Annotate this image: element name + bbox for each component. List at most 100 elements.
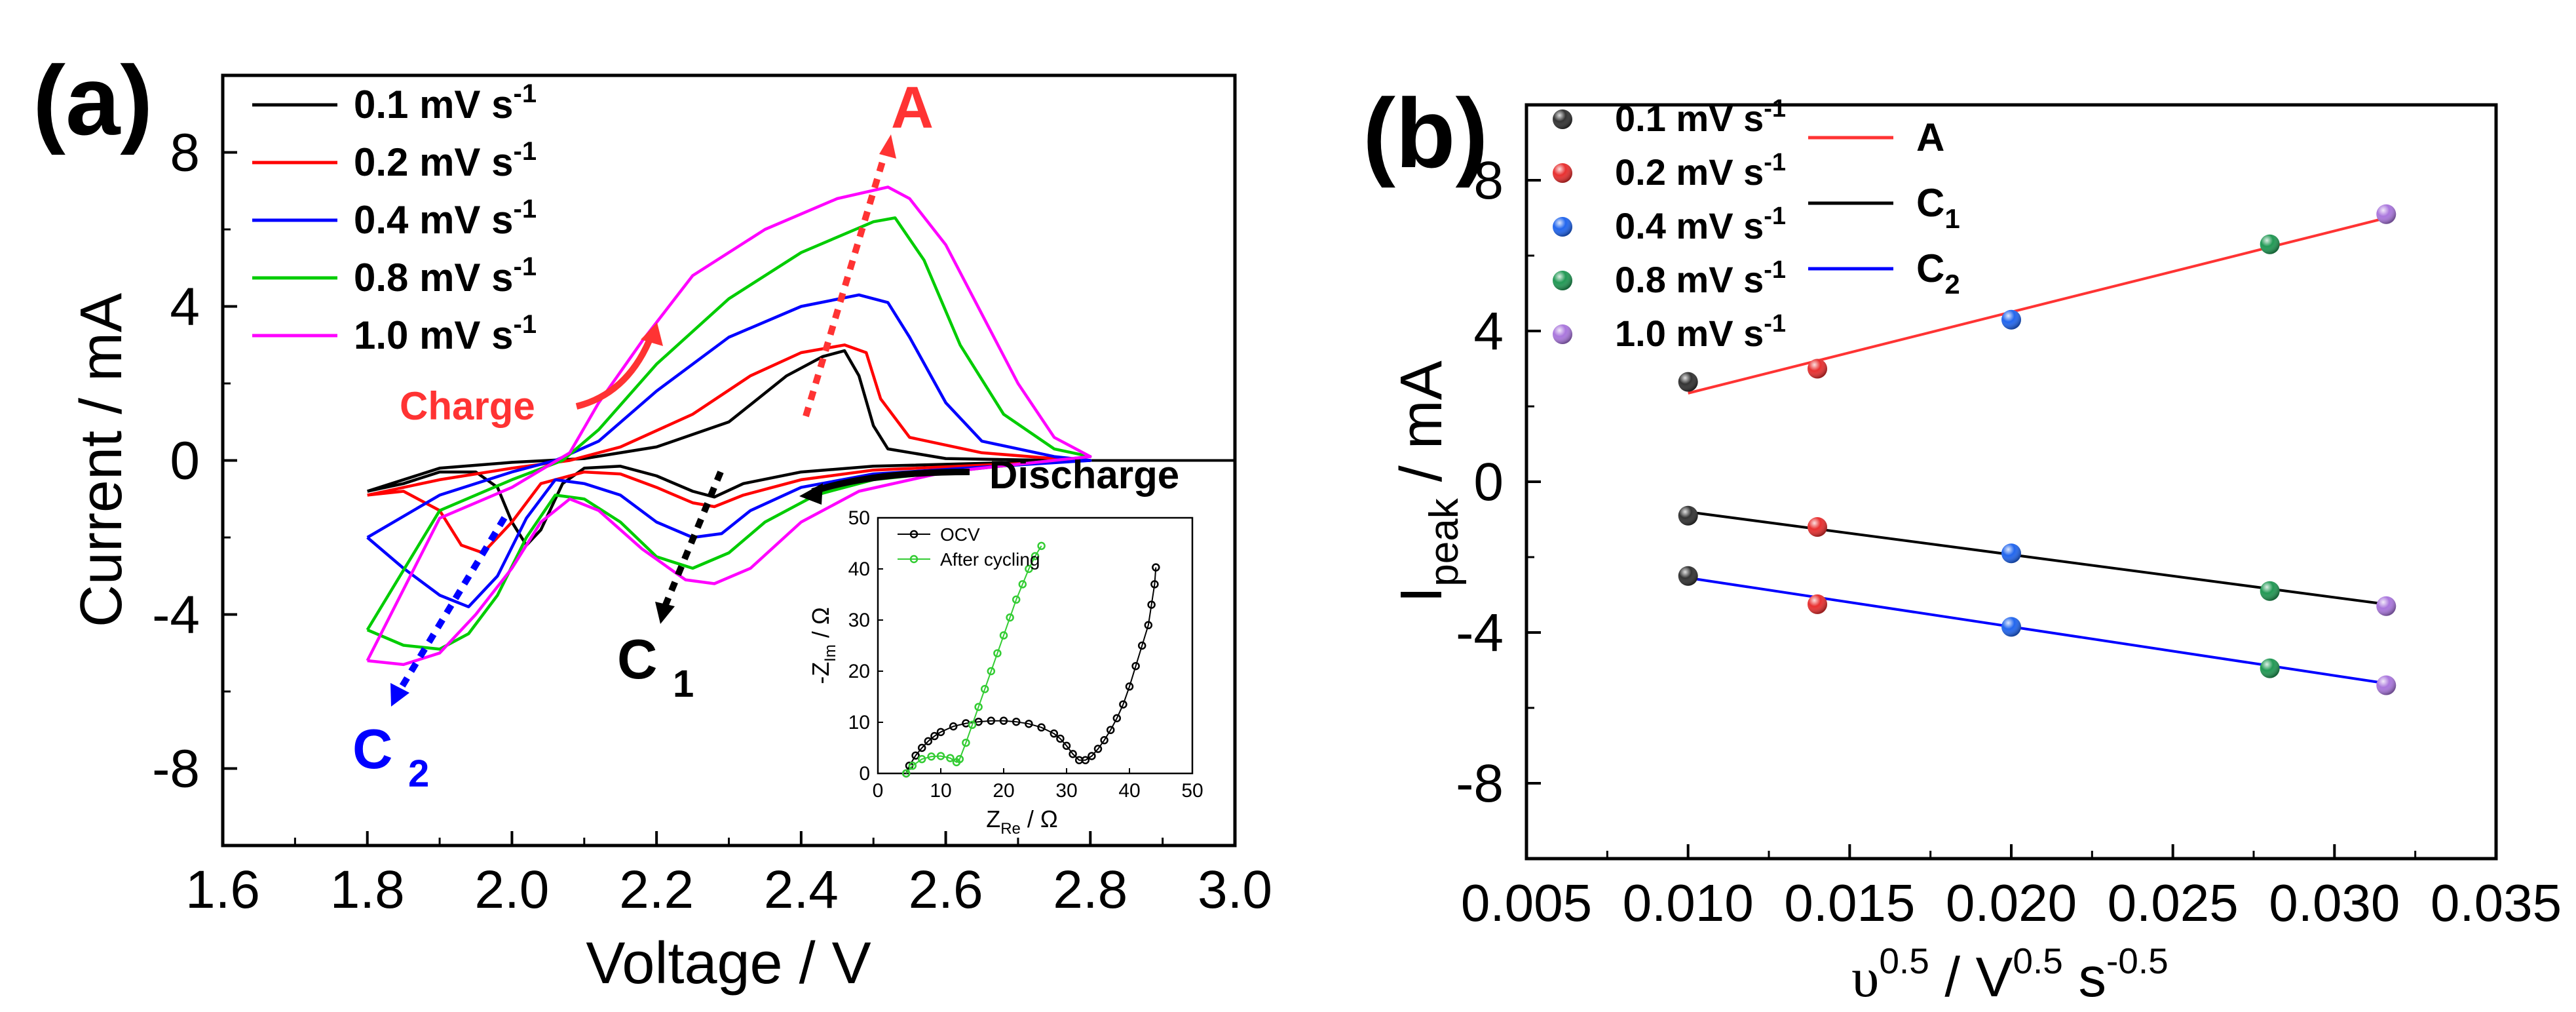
legend-line-label-main: A: [1916, 115, 1944, 159]
x-tick-label: 0.015: [1784, 874, 1915, 932]
inset-point: [1056, 734, 1065, 743]
inset-point: [1106, 726, 1115, 734]
inset-point: [1006, 613, 1014, 622]
inset-point: [1050, 729, 1059, 738]
inset-series: [901, 541, 1160, 778]
y-tick-label: 0: [1473, 452, 1504, 512]
panel-b-xlabel-sup3: -0.5: [2106, 941, 2169, 981]
legend-label-sup: -1: [514, 79, 537, 108]
inset-xlabel: ZRe / Ω: [986, 806, 1058, 838]
inset-x-tick-label: 20: [993, 780, 1014, 802]
legend-label-main: 0.4 mV s: [354, 198, 514, 242]
legend-label: 0.2 mV s-1: [354, 137, 537, 184]
legend-label-sup: -1: [1764, 95, 1786, 123]
legend-line-label-sub: 1: [1944, 203, 1960, 234]
inset-point: [936, 728, 945, 737]
x-tick-label: 2.6: [909, 860, 983, 920]
peak-a-arrowhead: [879, 134, 896, 159]
inset-legend-label: After cycling: [940, 549, 1040, 570]
data-point-shade: [2260, 234, 2280, 254]
inset-point: [962, 738, 970, 747]
inset-x-tick-label: 40: [1118, 780, 1140, 802]
cv-curve-0-2-mV-s-1: [367, 343, 1092, 555]
peak-c2-arrowhead: [390, 683, 409, 707]
inset-point: [927, 752, 936, 761]
charge-arrowhead: [641, 322, 663, 346]
inset-legend: OCV After cycling: [898, 524, 1040, 570]
panel-b-ticks: 0.005 0.010 0.015 0.020 0.025 0.030 0.035 -8 -4 0…: [1456, 104, 2562, 932]
panel-a: (a) Voltage / V Current / mA 1.6 1.8 2.0 2.…: [33, 45, 1272, 996]
inset-point: [1131, 661, 1140, 671]
inset-ylabel-main: -Z: [807, 662, 834, 684]
annotation-c2-main: C: [352, 718, 392, 781]
inset-y-tick-label: 0: [859, 763, 870, 785]
panel-b-ylabel-unit: / mA: [1389, 360, 1454, 498]
legend-label-sup: -1: [1764, 203, 1786, 230]
inset-point: [1031, 552, 1040, 560]
legend-line-label-main: C: [1916, 181, 1944, 225]
x-tick-label: 0.010: [1623, 874, 1754, 932]
x-tick-label: 0.025: [2108, 874, 2239, 932]
legend-label-main: 0.4 mV s: [1615, 205, 1764, 246]
x-tick-label: 2.0: [474, 860, 549, 920]
annotation-discharge: Discharge: [989, 453, 1179, 497]
peak-c1-arrowhead: [655, 602, 675, 624]
panel-b-ylabel-main: I: [1389, 587, 1454, 603]
panel-b-xlabel: υ0.5 / V0.5 s-0.5: [1851, 941, 2168, 1009]
inset-xlabel-main: Z: [986, 806, 1000, 832]
inset-x-tick-label: 30: [1055, 780, 1077, 802]
peak-c2-dotted-arrow: [398, 516, 508, 690]
panel-b-xlabel-s: s: [2063, 946, 2106, 1009]
inset-point: [993, 649, 1002, 657]
inset-point: [1093, 745, 1103, 753]
fit-line-a: [1688, 216, 2387, 395]
panel-b-label: (b): [1363, 78, 1488, 188]
legend-label: 0.1 mV s-1: [354, 79, 537, 126]
inset-point: [999, 716, 1008, 725]
inset-point: [930, 731, 939, 741]
inset-x-tick-label: 0: [873, 780, 884, 802]
inset-point: [946, 754, 955, 762]
inset-point: [949, 722, 958, 731]
peak-c1-dotted-arrow: [662, 471, 724, 608]
fit-line-c2: [1688, 576, 2387, 685]
legend-label: 1.0 mV s-1: [1615, 310, 1786, 354]
data-point-shade: [2001, 309, 2021, 330]
annotation-charge: Charge: [400, 384, 535, 428]
data-point-shade: [2260, 658, 2280, 678]
legend-point-shade: [1553, 109, 1572, 129]
cv-curve-1-0-mV-s-1: [366, 185, 1092, 667]
y-tick-label: 8: [170, 123, 200, 183]
inset-x-tick-label: 50: [1181, 780, 1203, 802]
legend-label-main: 0.8 mV s: [1615, 259, 1764, 300]
x-tick-label: 0.030: [2269, 874, 2400, 932]
legend-line-label: A: [1916, 115, 1944, 159]
inset-point: [901, 769, 911, 778]
inset-legend-marker: [909, 555, 919, 564]
legend-point-shade: [1553, 271, 1572, 290]
annotation-c1-main: C: [617, 629, 657, 691]
legend-label-main: 0.1 mV s: [1615, 98, 1764, 139]
inset-point: [1025, 564, 1033, 574]
legend-label-main: 0.2 mV s: [1615, 151, 1764, 193]
legend-point-shade: [1553, 163, 1572, 183]
panel-b-xlabel-unit: / V: [1929, 946, 2013, 1009]
data-point-shade: [2376, 596, 2396, 616]
cv-curve-0-1-mV-s-1: [367, 349, 1092, 547]
inset-point: [1037, 723, 1046, 732]
panel-b-ylabel: Ipeak / mA: [1389, 360, 1467, 602]
legend-line-label-sub: 2: [1944, 269, 1960, 300]
inset-point: [917, 743, 926, 752]
legend-line-label: C1: [1916, 181, 1960, 234]
inset-point: [1025, 720, 1033, 728]
legend-label-main: 0.8 mV s: [354, 256, 514, 300]
legend-label: 0.8 mV s-1: [1615, 256, 1786, 300]
data-point-shade: [1808, 359, 1827, 379]
annotation-c2: C 2: [352, 718, 429, 795]
legend-label-main: 1.0 mV s: [1615, 313, 1764, 354]
data-point-shade: [1678, 566, 1698, 586]
legend-label: 0.8 mV s-1: [354, 252, 537, 300]
inset-point: [936, 752, 945, 760]
annotation-c2-sub: 2: [408, 752, 429, 795]
